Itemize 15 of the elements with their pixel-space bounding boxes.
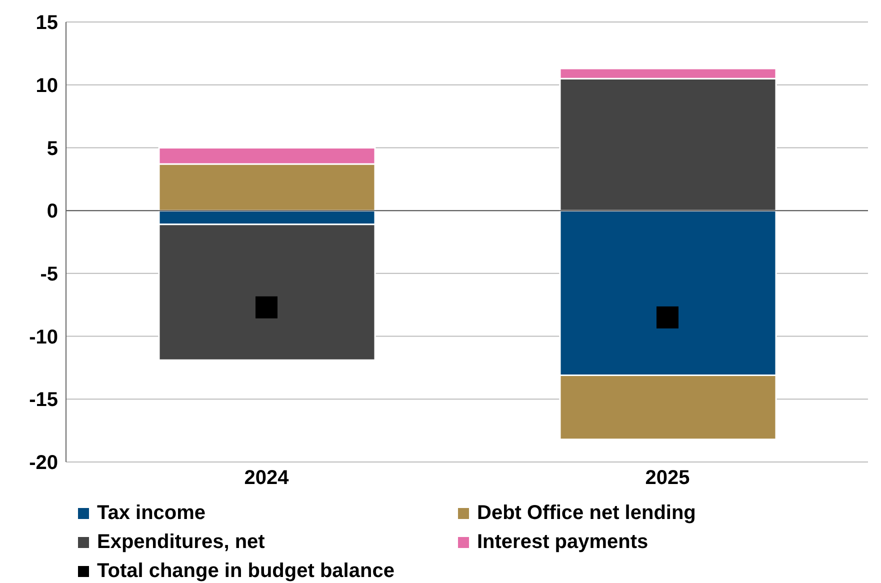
x-tick-label: 2024 bbox=[244, 467, 290, 490]
legend-label: Interest payments bbox=[477, 531, 648, 554]
y-tick-label: -20 bbox=[29, 452, 58, 474]
y-tick-label: 10 bbox=[36, 74, 58, 97]
y-tick-label: 5 bbox=[46, 138, 58, 160]
y-tick-label: -10 bbox=[29, 326, 58, 348]
legend-label: Total change in budget balance bbox=[97, 560, 394, 583]
x-tick-label: 2025 bbox=[645, 467, 690, 490]
y-tick-label: 0 bbox=[46, 200, 58, 223]
y-tick-label: 15 bbox=[36, 12, 58, 34]
legend-label: Expenditures, net bbox=[97, 531, 265, 554]
y-tick-label: -15 bbox=[29, 389, 58, 412]
y-tick-label: -5 bbox=[40, 264, 58, 286]
legend-label: Debt Office net lending bbox=[477, 502, 696, 525]
legend-label: Tax income bbox=[97, 502, 206, 525]
